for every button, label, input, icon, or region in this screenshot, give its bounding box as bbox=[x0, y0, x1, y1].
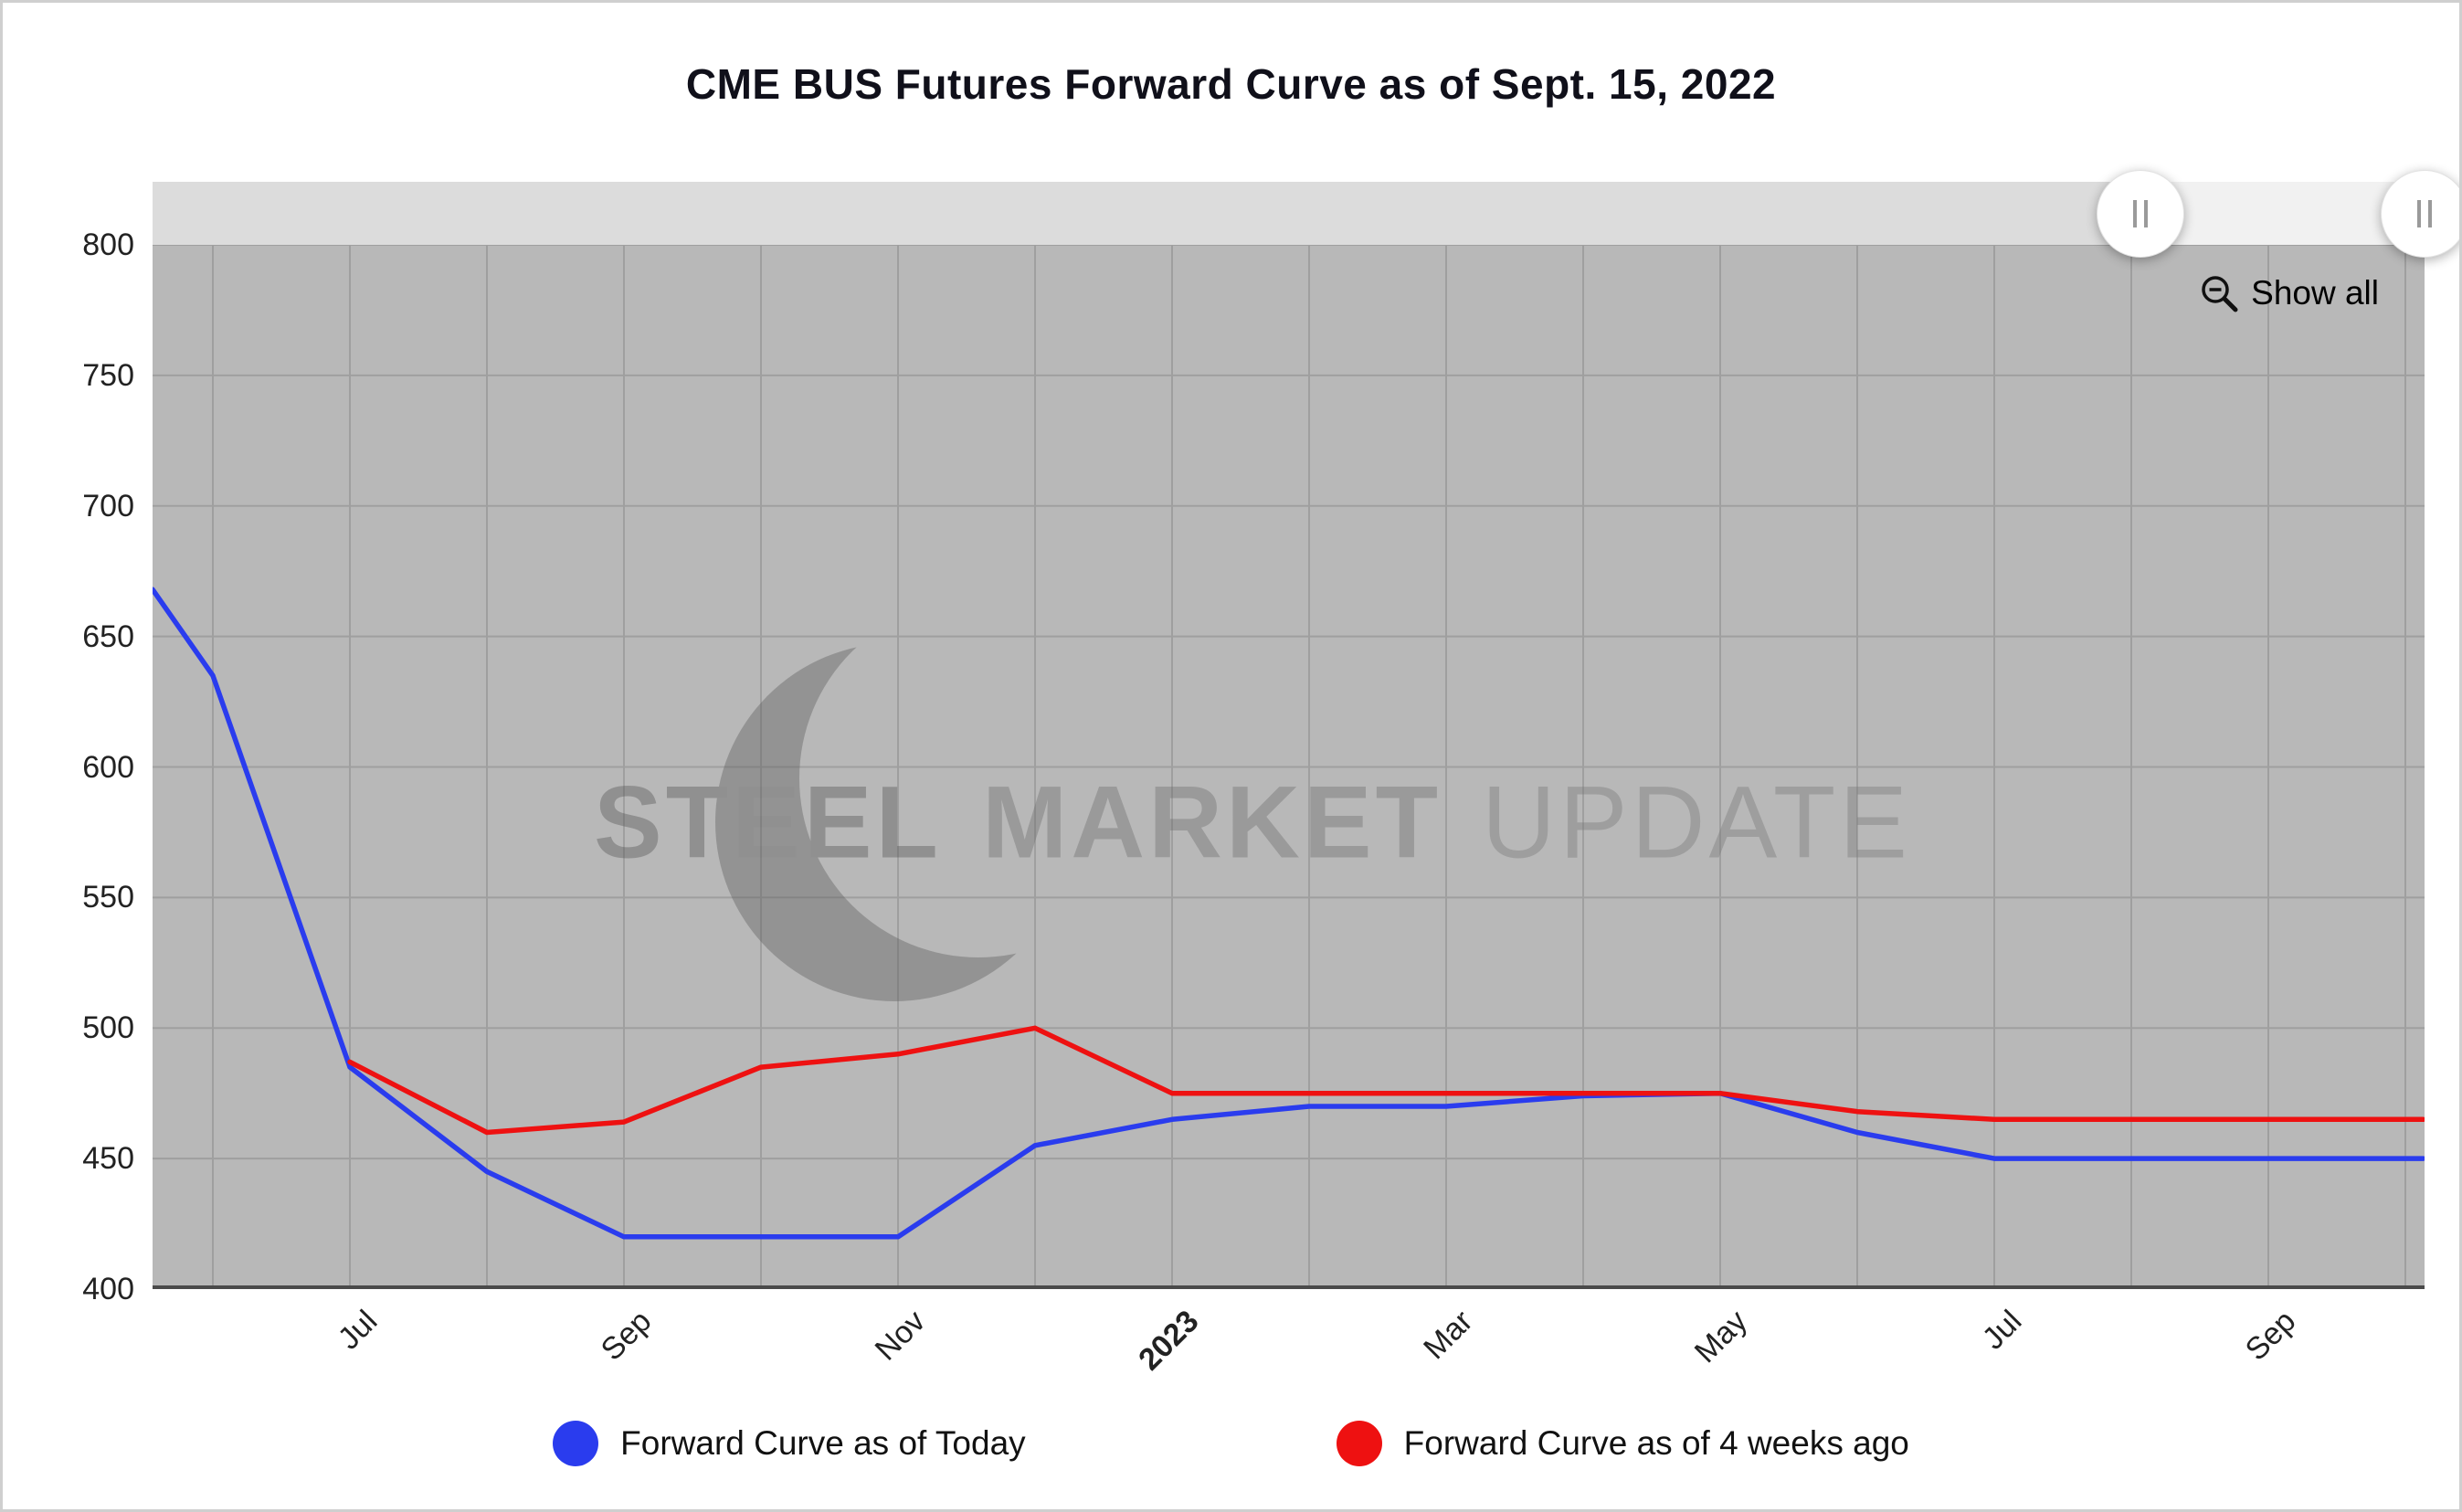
grip-bar-icon bbox=[2428, 199, 2432, 227]
legend: Forward Curve as of Today Forward Curve … bbox=[3, 1421, 2459, 1466]
x-axis-label: 2023 bbox=[1132, 1304, 1206, 1378]
forward-curve-4-weeks-ago-line bbox=[347, 1025, 2425, 1136]
grip-bar-icon bbox=[2144, 199, 2148, 227]
grip-bar-icon bbox=[2133, 199, 2137, 227]
zoom-out-icon bbox=[2202, 276, 2238, 312]
x-axis-label: Sep bbox=[2238, 1304, 2302, 1368]
x-axis-label: Jul bbox=[1975, 1304, 2028, 1357]
legend-item-4-weeks-ago[interactable]: Forward Curve as of 4 weeks ago bbox=[1336, 1421, 1909, 1466]
forward-curve-today-line bbox=[153, 587, 2425, 1240]
y-axis-label: 650 bbox=[82, 619, 134, 654]
show-all-button[interactable]: Show all bbox=[2193, 267, 2384, 320]
scrollbar-grip-right[interactable] bbox=[2381, 169, 2459, 258]
y-axis-label: 400 bbox=[82, 1272, 134, 1306]
scrollbar-selected-range[interactable] bbox=[2140, 182, 2425, 245]
series-lines bbox=[153, 587, 2425, 1240]
legend-item-today[interactable]: Forward Curve as of Today bbox=[553, 1421, 1026, 1466]
y-axis-label: 550 bbox=[82, 880, 134, 915]
chart-title: CME BUS Futures Forward Curve as of Sept… bbox=[685, 60, 1777, 108]
legend-marker-4-weeks-ago bbox=[1336, 1421, 1382, 1466]
show-all-label: Show all bbox=[2251, 274, 2379, 312]
y-axis-label: 450 bbox=[82, 1141, 134, 1176]
legend-marker-today bbox=[553, 1421, 599, 1466]
y-axis-label: 800 bbox=[82, 227, 134, 262]
scrollbar-track[interactable] bbox=[153, 169, 2459, 258]
gridlines bbox=[153, 245, 2425, 1289]
x-axis-label: Mar bbox=[1417, 1304, 1480, 1367]
grip-bar-icon bbox=[2417, 199, 2421, 227]
x-axis-label: Jul bbox=[331, 1304, 384, 1357]
x-axis-label: Nov bbox=[868, 1304, 932, 1368]
y-axis-label: 750 bbox=[82, 358, 134, 393]
scrollbar-grip-left[interactable] bbox=[2097, 169, 2184, 258]
x-axis-label: Sep bbox=[594, 1304, 658, 1368]
x-axis-label: May bbox=[1687, 1304, 1754, 1370]
plot-area[interactable]: STEEL MARKET UPDATE Show all bbox=[153, 245, 2425, 1289]
legend-label-today: Forward Curve as of Today bbox=[620, 1424, 1026, 1462]
legend-label-4-weeks-ago: Forward Curve as of 4 weeks ago bbox=[1403, 1424, 1909, 1462]
y-axis-label: 700 bbox=[82, 489, 134, 523]
y-axis-label: 500 bbox=[82, 1010, 134, 1045]
y-axis-label: 600 bbox=[82, 750, 134, 785]
